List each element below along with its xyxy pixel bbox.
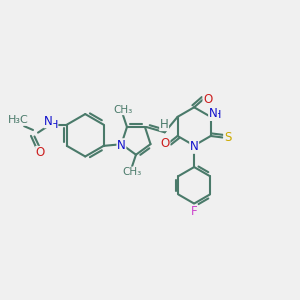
Text: N: N	[190, 140, 199, 153]
Text: H₃C: H₃C	[8, 115, 29, 125]
Text: N: N	[117, 139, 126, 152]
Text: O: O	[203, 92, 212, 106]
Text: F: F	[191, 205, 197, 218]
Text: O: O	[160, 137, 170, 150]
Text: S: S	[224, 131, 231, 144]
Text: CH₃: CH₃	[113, 105, 132, 115]
Text: N: N	[209, 107, 218, 120]
Text: N: N	[44, 115, 53, 128]
Text: H: H	[160, 118, 169, 130]
Text: H: H	[50, 120, 58, 130]
Text: O: O	[36, 146, 45, 159]
Text: CH₃: CH₃	[122, 167, 141, 177]
Text: H: H	[213, 110, 221, 120]
